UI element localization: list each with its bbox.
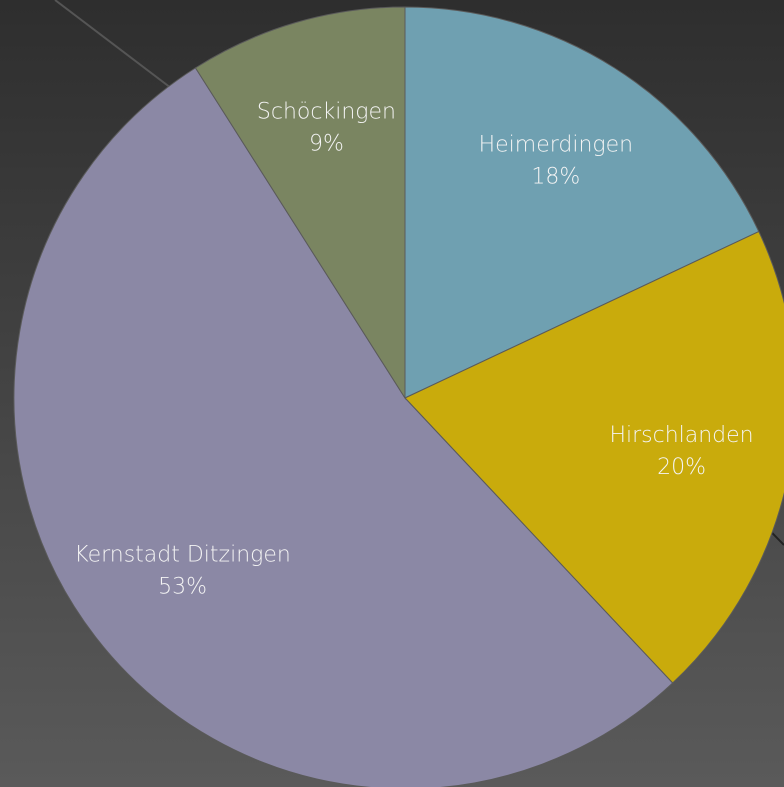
- slice-label: Kernstadt Ditzingen: [74, 543, 291, 568]
- pie-slice: [194, 6, 406, 400]
- pie-slice: [13, 67, 674, 787]
- pie-slice: [404, 230, 784, 684]
- slice-value-label: 9%: [309, 132, 344, 157]
- pie: [13, 6, 784, 787]
- slice-label: Schöckingen: [257, 100, 396, 125]
- slice-value-label: 20%: [657, 455, 706, 480]
- slice-label: Heimerdingen: [479, 132, 634, 157]
- labels: Heimerdingen 18% Hirschlanden 20% Kernstadt …: [74, 100, 753, 600]
- slice-value-label: 18%: [531, 164, 580, 189]
- slice-value-label: 53%: [158, 575, 207, 600]
- pie-slice: [404, 6, 760, 399]
- slice-label: Hirschlanden: [609, 423, 753, 448]
